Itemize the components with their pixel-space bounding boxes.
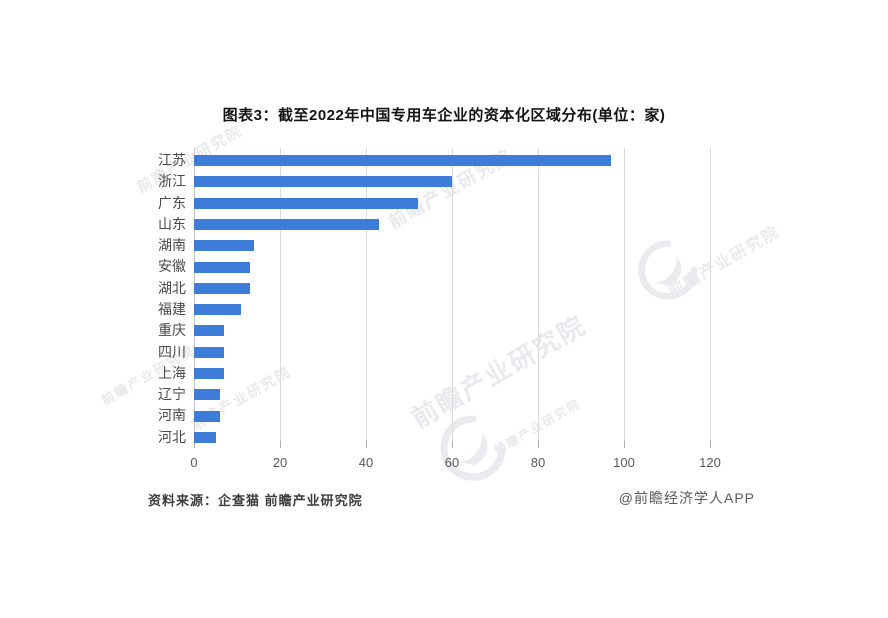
category-label: 湖北	[158, 279, 186, 296]
xtick-label: 20	[272, 455, 288, 470]
bar	[194, 282, 250, 294]
category-label: 上海	[158, 364, 186, 381]
bar	[194, 240, 255, 252]
gridline	[194, 148, 195, 448]
source-note: 资料来源：企查猫 前瞻产业研究院	[148, 493, 363, 508]
category-label: 辽宁	[158, 386, 186, 403]
xtick-label: 100	[613, 455, 635, 470]
axis-tick	[710, 441, 711, 448]
axis-tick	[194, 441, 195, 448]
axis-tick	[366, 441, 367, 448]
category-label: 广东	[158, 194, 186, 211]
gridline	[452, 148, 453, 448]
bar	[194, 304, 242, 316]
bar	[194, 368, 225, 379]
credit-note: @前瞻经济学人APP	[618, 490, 755, 506]
category-label: 湖南	[158, 237, 186, 254]
axis-tick	[538, 441, 539, 448]
bar	[194, 431, 216, 443]
category-label: 江苏	[158, 152, 186, 168]
bar	[194, 197, 418, 209]
gridline	[538, 148, 539, 448]
xtick-label: 120	[699, 455, 721, 470]
category-label: 四川	[158, 343, 186, 360]
xtick-label: 80	[530, 455, 546, 470]
category-label: 山东	[158, 215, 186, 232]
xtick-label: 0	[190, 455, 198, 470]
bar	[194, 176, 452, 188]
gridline	[624, 148, 625, 448]
bar	[194, 389, 220, 401]
category-label: 重庆	[158, 322, 186, 339]
bar	[194, 261, 250, 273]
bar	[194, 155, 612, 167]
xtick-label: 40	[358, 455, 374, 470]
bar	[194, 410, 220, 422]
category-label: 福建	[158, 301, 186, 317]
gridline	[710, 148, 711, 448]
category-label: 河南	[158, 407, 186, 424]
axis-tick	[624, 441, 625, 448]
category-label: 河北	[158, 428, 186, 445]
axis-tick	[452, 441, 453, 448]
category-label: 安徽	[158, 258, 186, 275]
axis-tick	[280, 441, 281, 448]
bar	[194, 325, 225, 337]
gridline	[366, 148, 367, 448]
chart-title: 图表3：截至2022年中国专用车企业的资本化区域分布(单位：家)	[222, 107, 666, 124]
bar-chart-plot: 0 20 40 60 80 100 120 江苏浙江广东山东湖南安徽湖北福建重庆四川上海辽宁河…	[158, 148, 737, 478]
category-label: 浙江	[158, 173, 186, 190]
bar	[194, 219, 379, 230]
bar	[194, 346, 225, 358]
xtick-label: 60	[444, 455, 460, 470]
gridline	[280, 148, 281, 448]
